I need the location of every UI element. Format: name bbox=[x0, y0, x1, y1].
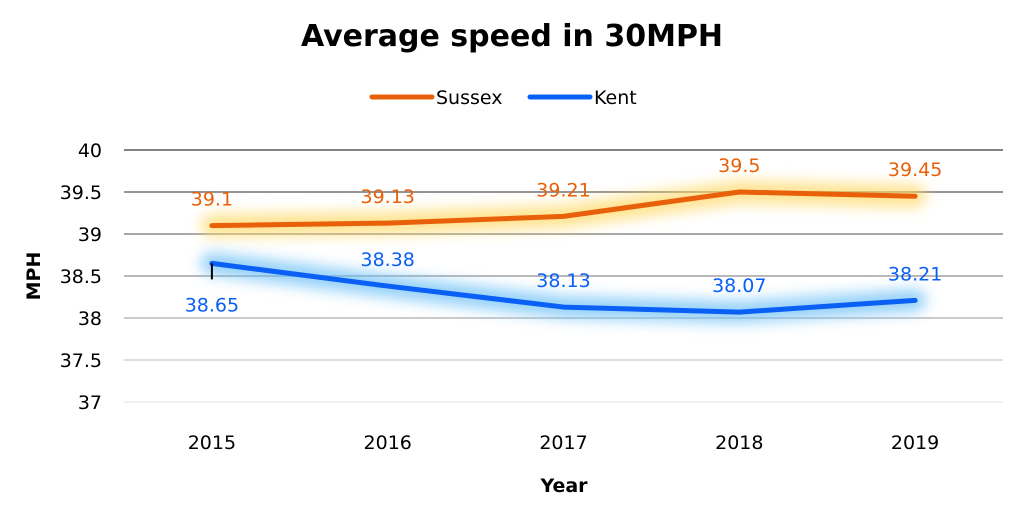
data-label-kent: 38.13 bbox=[536, 270, 590, 292]
y-axis-title: MPH bbox=[23, 252, 45, 301]
data-labels: 39.1 39.13 39.21 39.5 39.45 38.65 38.38 38.13 38… bbox=[185, 155, 943, 316]
x-tick-label: 2015 bbox=[188, 432, 236, 454]
data-label-sussex: 39.13 bbox=[360, 186, 414, 208]
data-label-sussex: 39.1 bbox=[191, 189, 233, 211]
chart-title: Average speed in 30MPH bbox=[301, 19, 723, 54]
legend-label-sussex: Sussex bbox=[436, 87, 503, 109]
legend-label-kent: Kent bbox=[594, 87, 637, 109]
x-tick-label: 2019 bbox=[891, 432, 939, 454]
x-tick-label: 2017 bbox=[539, 432, 587, 454]
y-tick-label: 39.5 bbox=[60, 182, 102, 204]
y-axis-ticks: 37 37.5 38 38.5 39 39.5 40 bbox=[60, 140, 102, 414]
y-tick-label: 40 bbox=[78, 140, 102, 162]
y-tick-label: 38 bbox=[78, 308, 102, 330]
data-label-sussex: 39.45 bbox=[888, 159, 942, 181]
data-label-kent: 38.65 bbox=[185, 294, 239, 316]
y-tick-label: 38.5 bbox=[60, 266, 102, 288]
x-axis-title: Year bbox=[539, 475, 588, 497]
y-tick-label: 39 bbox=[78, 224, 102, 246]
x-tick-label: 2018 bbox=[715, 432, 763, 454]
legend: Sussex Kent bbox=[369, 87, 637, 109]
x-axis-ticks: 2015 2016 2017 2018 2019 bbox=[188, 432, 940, 454]
data-label-sussex: 39.5 bbox=[718, 155, 760, 177]
series-layer bbox=[200, 181, 927, 324]
data-label-kent: 38.38 bbox=[360, 249, 414, 271]
x-tick-label: 2016 bbox=[364, 432, 412, 454]
data-label-kent: 38.07 bbox=[712, 275, 766, 297]
data-label-sussex: 39.21 bbox=[536, 179, 590, 201]
y-tick-label: 37.5 bbox=[60, 350, 102, 372]
data-label-kent: 38.21 bbox=[888, 263, 942, 285]
y-tick-label: 37 bbox=[78, 392, 102, 414]
